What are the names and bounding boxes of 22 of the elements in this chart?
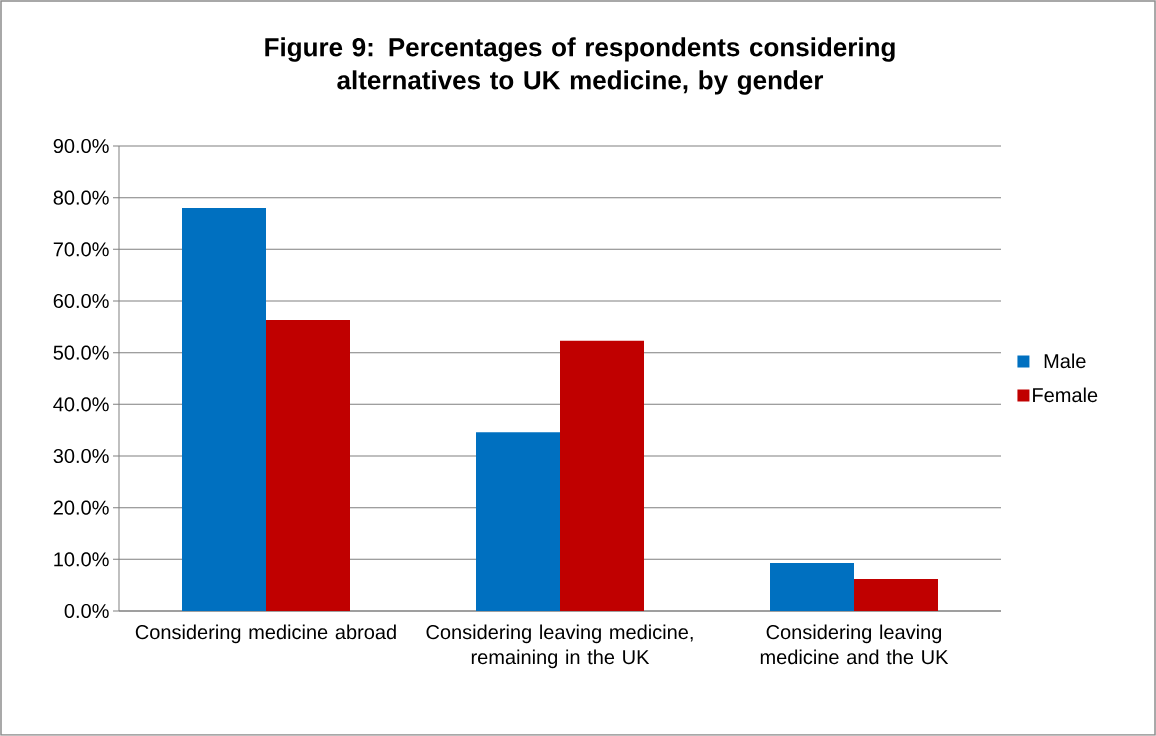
bar — [266, 320, 350, 611]
y-tick-label: 80.0% — [53, 190, 109, 205]
bar — [182, 208, 266, 611]
y-tick-label: 90.0% — [53, 138, 109, 154]
bar — [854, 578, 939, 611]
bar — [770, 562, 855, 611]
x-tick-label: Considering leaving medicine, remaining in the UK — [426, 624, 693, 669]
x-tick-label: Considering medicine abroad — [135, 624, 396, 644]
y-tick-label: 50.0% — [53, 345, 109, 360]
bar — [476, 432, 560, 611]
legend-label: Female — [1033, 387, 1098, 403]
y-tick-label: 30.0% — [53, 448, 109, 464]
y-tick-label: 10.0% — [54, 552, 109, 567]
y-tick-label: 0.0% — [64, 603, 109, 619]
x-tick-label: Considering leaving medicine and the UK — [760, 624, 949, 665]
bar — [560, 340, 644, 611]
y-tick-label: 40.0% — [53, 397, 109, 412]
chart-title: Figure 9: Percentages of respondents considering alternatives to UK medicine, by gender — [265, 37, 895, 95]
legend-label: Male — [1044, 353, 1086, 369]
y-tick-label: 70.0% — [53, 242, 109, 257]
y-tick-label: 60.0% — [53, 293, 109, 309]
y-tick-label: 20.0% — [53, 500, 109, 515]
